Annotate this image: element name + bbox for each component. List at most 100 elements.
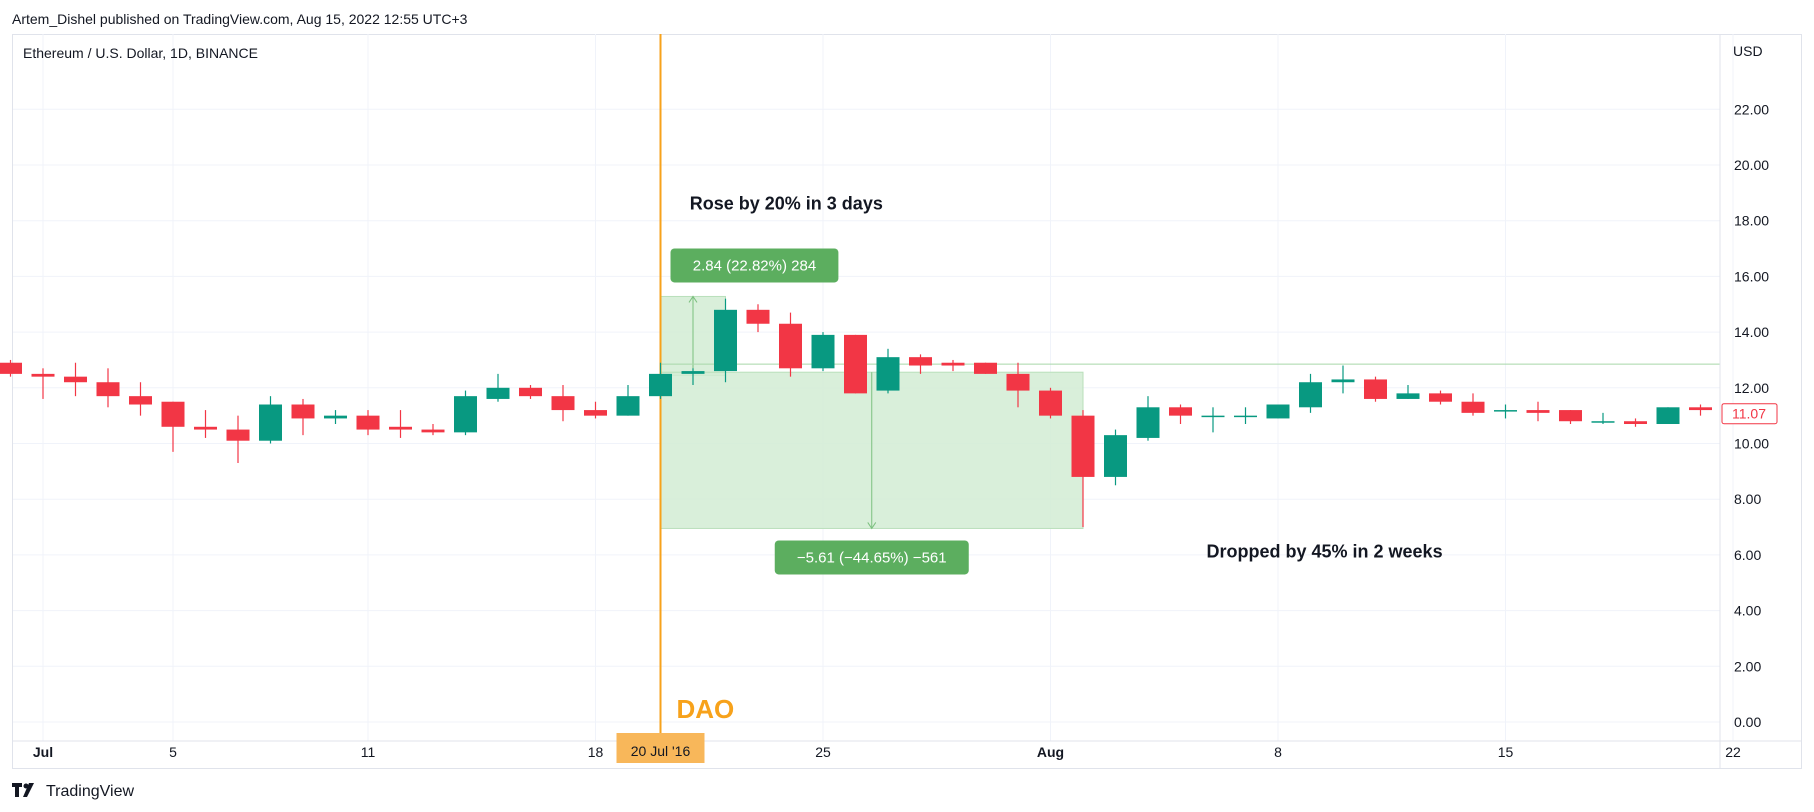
y-tick-label: 10.00	[1734, 436, 1769, 452]
candle-body	[1624, 421, 1647, 425]
x-tick-label: 22	[1725, 744, 1741, 760]
candle-body	[1136, 407, 1160, 438]
candle	[1104, 429, 1127, 486]
chart-labels: 2.84 (22.82%) 284 −5.61 (−44.65%) −561 Ros…	[616, 194, 1778, 763]
candle-body	[1689, 407, 1712, 411]
candle	[681, 368, 705, 386]
candle-body	[1071, 415, 1095, 477]
candle	[1656, 407, 1680, 425]
x-tick-label: 8	[1274, 744, 1282, 760]
last-price-tag	[1721, 403, 1778, 425]
candle-body	[519, 387, 542, 397]
candle	[31, 368, 55, 399]
candle	[844, 334, 867, 394]
tradingview-footer[interactable]: TradingView	[12, 783, 134, 801]
candle-body	[324, 415, 347, 419]
candle	[941, 359, 965, 372]
candle-body	[486, 387, 510, 399]
y-tick-label: 18.00	[1734, 213, 1769, 229]
x-tick-label: 5	[169, 744, 177, 760]
candle-body	[909, 357, 932, 366]
measurement-overlays	[659, 34, 1720, 741]
candle-body	[941, 362, 965, 366]
y-tick-label: 2.00	[1734, 658, 1761, 674]
candle	[1299, 373, 1322, 413]
candle	[1461, 393, 1485, 416]
candle	[389, 410, 412, 438]
candle-body	[194, 426, 217, 430]
last-price-value: 11.07	[1732, 406, 1766, 422]
y-tick-label: 12.00	[1734, 380, 1769, 396]
y-tick-label: 20.00	[1734, 157, 1769, 173]
y-tick-label: 4.00	[1734, 603, 1761, 619]
candle-body	[64, 376, 87, 383]
candle-body	[714, 309, 737, 372]
candle	[649, 362, 672, 399]
candle	[259, 396, 282, 444]
candle-body	[681, 371, 705, 374]
candle-body	[161, 401, 185, 427]
candle-body	[356, 415, 380, 430]
candle	[584, 401, 607, 419]
candle-body	[421, 429, 445, 433]
candle	[1006, 362, 1030, 408]
candle-body	[1266, 404, 1290, 419]
candle-body	[779, 323, 802, 369]
candle	[746, 304, 770, 333]
candle	[974, 362, 997, 374]
candle	[1591, 412, 1615, 425]
highlighted-date-bg	[616, 733, 705, 763]
candle-body	[584, 410, 607, 416]
tradingview-logo-icon	[12, 783, 40, 801]
axes: 0.00 2.00 4.00 6.00 8.00 10.00 12.00 14.00 16.00…	[13, 34, 1802, 769]
candle	[1234, 407, 1257, 425]
y-tick-label: 8.00	[1734, 491, 1761, 507]
candle-body	[811, 334, 835, 369]
candle	[0, 359, 22, 377]
measure-label-box-rise	[670, 248, 839, 283]
candle	[616, 385, 640, 416]
grid-lines	[13, 34, 1734, 741]
candle-body	[1299, 382, 1322, 408]
symbol-title[interactable]: Ethereum / U.S. Dollar, 1D, BINANCE	[23, 45, 258, 61]
candle	[1039, 387, 1062, 419]
candle-body	[389, 426, 412, 430]
candle-body	[551, 396, 575, 411]
candle	[129, 382, 152, 416]
candle	[1624, 418, 1647, 427]
rise-note: Rose by 20% in 3 days	[690, 194, 883, 214]
candle-body	[1169, 407, 1192, 416]
candle-body	[1234, 415, 1257, 418]
candle	[486, 373, 510, 402]
y-tick-label: 14.00	[1734, 324, 1769, 340]
x-tick-label: 18	[588, 744, 604, 760]
candle-body	[1526, 410, 1550, 413]
candle	[64, 362, 87, 397]
candle-body	[96, 382, 120, 397]
candle-body	[129, 396, 152, 405]
candle	[1429, 390, 1452, 405]
measure-label-drop: −5.61 (−44.65%) −561	[797, 549, 947, 566]
candle	[1494, 404, 1517, 419]
candle-body	[291, 404, 315, 419]
candle-body	[1461, 401, 1485, 413]
drop-note: Dropped by 45% in 2 weeks	[1207, 542, 1443, 562]
candle-body	[876, 357, 900, 391]
y-tick-label: 6.00	[1734, 547, 1761, 563]
x-tick-label: Aug	[1037, 744, 1064, 760]
measure-label-box-drop	[774, 540, 969, 575]
candle	[811, 332, 835, 372]
candle	[1201, 407, 1225, 433]
candlestick-series	[0, 298, 1745, 528]
candle-body	[1494, 410, 1517, 412]
candle	[291, 398, 315, 436]
candle-body	[1429, 393, 1452, 402]
x-tick-label: Jul	[33, 744, 53, 760]
candle-body	[1039, 390, 1062, 416]
x-tick-label: 11	[361, 744, 376, 760]
candle	[714, 298, 737, 383]
candle-body	[31, 373, 55, 377]
candle	[1364, 376, 1387, 402]
candle	[1169, 404, 1192, 425]
